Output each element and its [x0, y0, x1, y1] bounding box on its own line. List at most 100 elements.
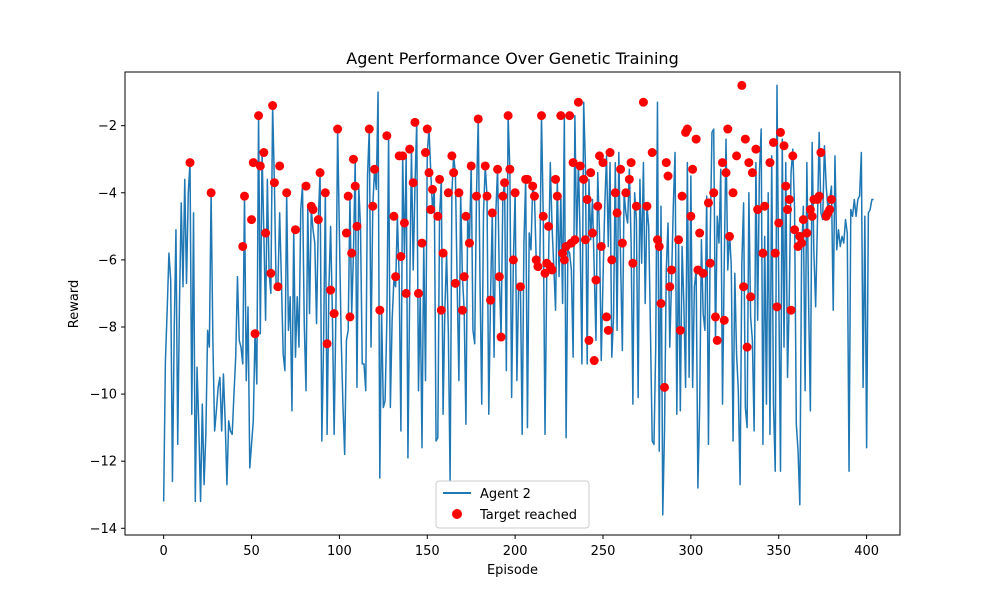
target-point-170 [732, 151, 742, 161]
target-point-188 [779, 141, 789, 151]
target-point-148 [674, 235, 684, 245]
x-axis-label: Episode [487, 563, 538, 578]
target-point-139 [647, 148, 657, 158]
target-point-52 [421, 148, 431, 158]
target-point-163 [712, 335, 722, 345]
target-point-3 [240, 191, 249, 201]
target-point-154 [688, 164, 698, 174]
target-point-126 [605, 148, 615, 158]
target-point-136 [631, 201, 641, 211]
target-point-193 [788, 151, 798, 161]
target-point-80 [498, 191, 508, 201]
target-point-72 [473, 114, 483, 124]
target-point-15 [275, 161, 285, 171]
target-point-11 [266, 268, 276, 278]
target-point-125 [603, 325, 613, 335]
y-tick-label: −10 [90, 388, 117, 403]
y-tick-label: −2 [98, 119, 117, 134]
y-tick-label: −6 [98, 253, 117, 268]
target-point-81 [500, 178, 510, 188]
target-point-34 [352, 221, 362, 231]
target-point-199 [802, 228, 812, 238]
target-point-129 [612, 208, 622, 218]
target-point-100 [551, 174, 561, 184]
x-tick-label: 150 [415, 544, 440, 559]
target-point-120 [593, 201, 603, 211]
target-point-116 [586, 168, 596, 178]
target-point-117 [587, 228, 597, 238]
target-point-187 [776, 127, 785, 137]
x-axis: 0 50 100 150 200 250 300 350 400 [160, 535, 879, 559]
target-point-192 [786, 305, 796, 315]
y-tick-label: −14 [90, 522, 117, 537]
target-point-14 [273, 282, 283, 292]
target-point-121 [594, 151, 604, 161]
target-point-209 [826, 194, 836, 204]
target-point-35 [364, 124, 374, 134]
target-point-142 [656, 299, 666, 308]
legend-label-target: Target reached [479, 508, 577, 523]
target-point-89 [528, 181, 538, 191]
target-point-118 [589, 356, 599, 366]
target-point-152 [682, 124, 692, 134]
target-point-205 [816, 148, 826, 158]
target-point-53 [422, 124, 432, 134]
target-point-179 [753, 205, 763, 215]
target-point-167 [723, 124, 733, 134]
target-point-111 [575, 161, 585, 171]
target-point-21 [313, 215, 323, 225]
target-point-74 [482, 191, 492, 201]
target-point-145 [663, 171, 673, 181]
target-point-8 [255, 161, 265, 171]
target-point-90 [529, 191, 539, 201]
target-point-176 [746, 292, 756, 302]
target-point-10 [261, 228, 271, 238]
target-point-108 [568, 158, 578, 168]
target-point-173 [740, 134, 750, 144]
target-point-171 [737, 80, 747, 90]
target-point-168 [725, 231, 735, 241]
legend-box [435, 480, 590, 529]
target-point-9 [259, 148, 269, 158]
target-point-36 [368, 201, 378, 211]
target-point-26 [329, 309, 339, 319]
target-point-144 [661, 158, 671, 168]
target-point-78 [494, 272, 504, 282]
target-point-2 [238, 241, 248, 251]
target-point-115 [584, 335, 594, 345]
target-point-6 [250, 329, 260, 339]
target-point-189 [781, 181, 791, 191]
target-point-82 [503, 111, 513, 121]
y-tick-label: −8 [98, 320, 117, 335]
target-point-99 [547, 265, 557, 275]
target-point-55 [426, 205, 436, 215]
target-point-50 [413, 288, 423, 298]
target-point-49 [410, 117, 420, 127]
target-point-95 [540, 268, 550, 278]
target-point-66 [457, 305, 467, 315]
target-point-7 [254, 111, 264, 121]
target-point-84 [508, 255, 518, 265]
target-point-201 [807, 211, 817, 221]
target-point-162 [710, 312, 720, 322]
target-point-172 [739, 282, 749, 292]
target-point-137 [638, 97, 648, 107]
target-point-13 [269, 178, 279, 188]
target-point-110 [573, 97, 583, 107]
x-tick-label: 350 [766, 544, 791, 559]
target-point-45 [399, 218, 409, 228]
target-point-208 [825, 205, 835, 215]
target-point-92 [533, 262, 543, 272]
target-point-30 [345, 312, 355, 322]
target-point-181 [760, 201, 770, 211]
target-point-147 [667, 265, 677, 275]
target-point-102 [556, 111, 566, 121]
y-tick-label: −4 [98, 186, 117, 201]
target-point-54 [424, 168, 434, 178]
target-point-161 [709, 188, 719, 198]
target-point-39 [382, 131, 392, 141]
target-point-178 [751, 144, 761, 154]
target-point-114 [582, 194, 592, 204]
target-point-159 [703, 198, 713, 208]
